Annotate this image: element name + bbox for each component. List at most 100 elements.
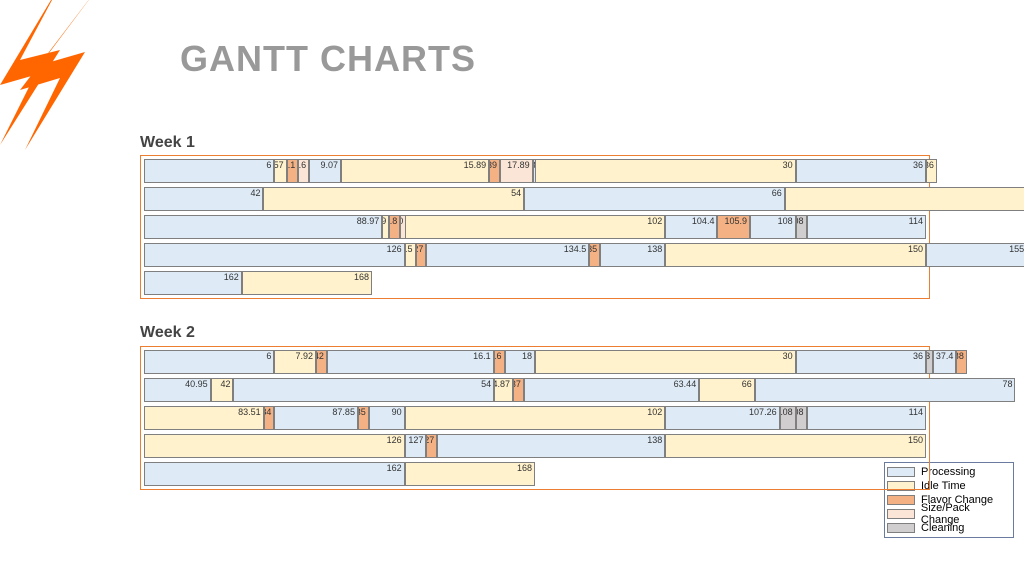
gantt-segment: 30 — [535, 350, 796, 374]
gantt-segment: 66 — [524, 187, 785, 211]
gantt-segment: 36 — [796, 159, 926, 183]
segment-label: 54.87 — [494, 379, 510, 389]
segment-label: 168 — [517, 463, 532, 473]
gantt-segment: 162 — [144, 462, 405, 486]
segment-label: 138 — [647, 244, 662, 254]
segment-label: 16.1 — [473, 351, 491, 361]
gantt-segment: 89.8 — [389, 215, 400, 239]
week-label: Week 1 — [140, 134, 195, 152]
segment-label: 63.44 — [674, 379, 697, 389]
gantt-segment: 9.07 — [309, 159, 341, 183]
segment-label: 127 — [408, 435, 423, 445]
segment-label: 88.35 — [358, 407, 366, 417]
segment-label: 150 — [908, 435, 923, 445]
gantt-row: 162 168 — [144, 271, 926, 295]
segment-label: 9.07 — [320, 160, 338, 170]
gantt-segment: 8.42 — [316, 350, 327, 374]
gantt-segment: 54.87 — [494, 378, 513, 402]
gantt-row: 162 168 — [144, 462, 926, 486]
gantt-segment: 40.95 — [144, 378, 211, 402]
segment-label: 162 — [224, 272, 239, 282]
gantt-segment: 83.51 — [144, 406, 264, 430]
segment-label: 7.92 — [296, 351, 314, 361]
segment-label: 108 — [796, 407, 804, 417]
gantt-segment: 16.39 — [489, 159, 500, 183]
segment-label: 66 — [742, 379, 752, 389]
gantt-row: 88.9789.2989.890102104.4105.9108108114 — [144, 215, 926, 239]
gantt-segment: 107.26 — [665, 406, 779, 430]
gantt-segment: 90 — [369, 406, 405, 430]
segment-label: 162 — [387, 463, 402, 473]
gantt-segment: 168 — [405, 462, 535, 486]
gantt-segment: 63.44 — [524, 378, 699, 402]
segment-label: 84 — [264, 407, 272, 417]
gantt-row: 67.928.4216.116.618303636.3337.437.88 — [144, 350, 926, 374]
segment-label: 17.89 — [507, 160, 530, 170]
gantt-segment: 18 — [505, 350, 535, 374]
gantt-row: 126126.5127134.5135138150155.23156157157… — [144, 243, 926, 267]
segment-label: 6 — [266, 351, 271, 361]
gantt-segment: 126 — [144, 243, 405, 267]
segment-label: 134.5 — [564, 244, 587, 254]
gantt-segment: 162 — [144, 271, 242, 295]
gantt-segment: 102 — [405, 406, 666, 430]
gantt-segment: 134.5 — [426, 243, 589, 267]
gantt-segment: 42 — [144, 187, 263, 211]
gantt-row: 40.95425454.8755.3763.446678 — [144, 378, 926, 402]
gantt-segment: 30 — [535, 159, 796, 183]
segment-label: 7.1 — [287, 160, 296, 170]
gantt-segment: 37.4 — [933, 350, 956, 374]
gantt-segment: 6 — [144, 350, 274, 374]
gantt-segment: 127 — [426, 434, 437, 458]
segment-label: 30 — [783, 351, 793, 361]
segment-label: 89.29 — [382, 216, 386, 226]
gantt-segment: 102 — [405, 215, 666, 239]
segment-label: 36 — [913, 160, 923, 170]
gantt-segment: 7.6 — [298, 159, 309, 183]
gantt-segment: 127 — [416, 243, 427, 267]
segment-label: 89.8 — [389, 216, 397, 226]
segment-label: 42 — [250, 188, 260, 198]
gantt-segment: 54 — [233, 378, 494, 402]
gantt-segment: 105.9 — [717, 215, 750, 239]
segment-label: 102 — [647, 407, 662, 417]
gantt-segment: 150 — [665, 434, 926, 458]
segment-label: 37.4 — [936, 351, 954, 361]
gantt-segment: 6 — [144, 159, 274, 183]
segment-label: 126 — [387, 244, 402, 254]
segment-label: 55.37 — [513, 379, 521, 389]
gantt-row: 126127127138150 — [144, 434, 926, 458]
gantt-segment: 126.5 — [405, 243, 416, 267]
segment-label: 127 — [426, 435, 434, 445]
legend-label: Cleaning — [921, 522, 964, 534]
gantt-segment: 84 — [264, 406, 275, 430]
segment-label: 90 — [392, 407, 402, 417]
segment-label: 83.51 — [238, 407, 261, 417]
segment-label: 114 — [909, 407, 923, 417]
gantt-segment: 36.33 — [926, 350, 933, 374]
segment-label: 66 — [772, 188, 782, 198]
legend-item: Size/Pack Change — [887, 507, 1011, 521]
segment-label: 30 — [783, 160, 793, 170]
segment-label: 36 — [926, 160, 934, 170]
segment-label: 168 — [354, 272, 369, 282]
segment-label: 126 — [387, 435, 402, 445]
gantt-segment: 104.4 — [665, 215, 717, 239]
week-container: 66.577.17.69.0715.8916.3917.891830363642… — [140, 155, 930, 299]
segment-label: 107.26 — [749, 407, 777, 417]
gantt-segment: 16.1 — [327, 350, 494, 374]
gantt-row: 83.518487.8588.3590102107.26108108114 — [144, 406, 926, 430]
gantt-segment: 135 — [589, 243, 600, 267]
segment-label: 6 — [266, 160, 271, 170]
gantt-segment: 108 — [750, 215, 796, 239]
gantt-segment: 108 — [796, 406, 807, 430]
gantt-segment: 37.88 — [956, 350, 966, 374]
gantt-segment: 66 — [699, 378, 755, 402]
week-label: Week 2 — [140, 324, 195, 342]
segment-label: 105.9 — [725, 216, 748, 226]
gantt-segment: 114 — [807, 406, 926, 430]
gantt-segment: 150 — [665, 243, 926, 267]
segment-label: 127 — [416, 244, 424, 254]
segment-label: 108 — [780, 407, 793, 417]
gantt-segment: 42 — [211, 378, 234, 402]
